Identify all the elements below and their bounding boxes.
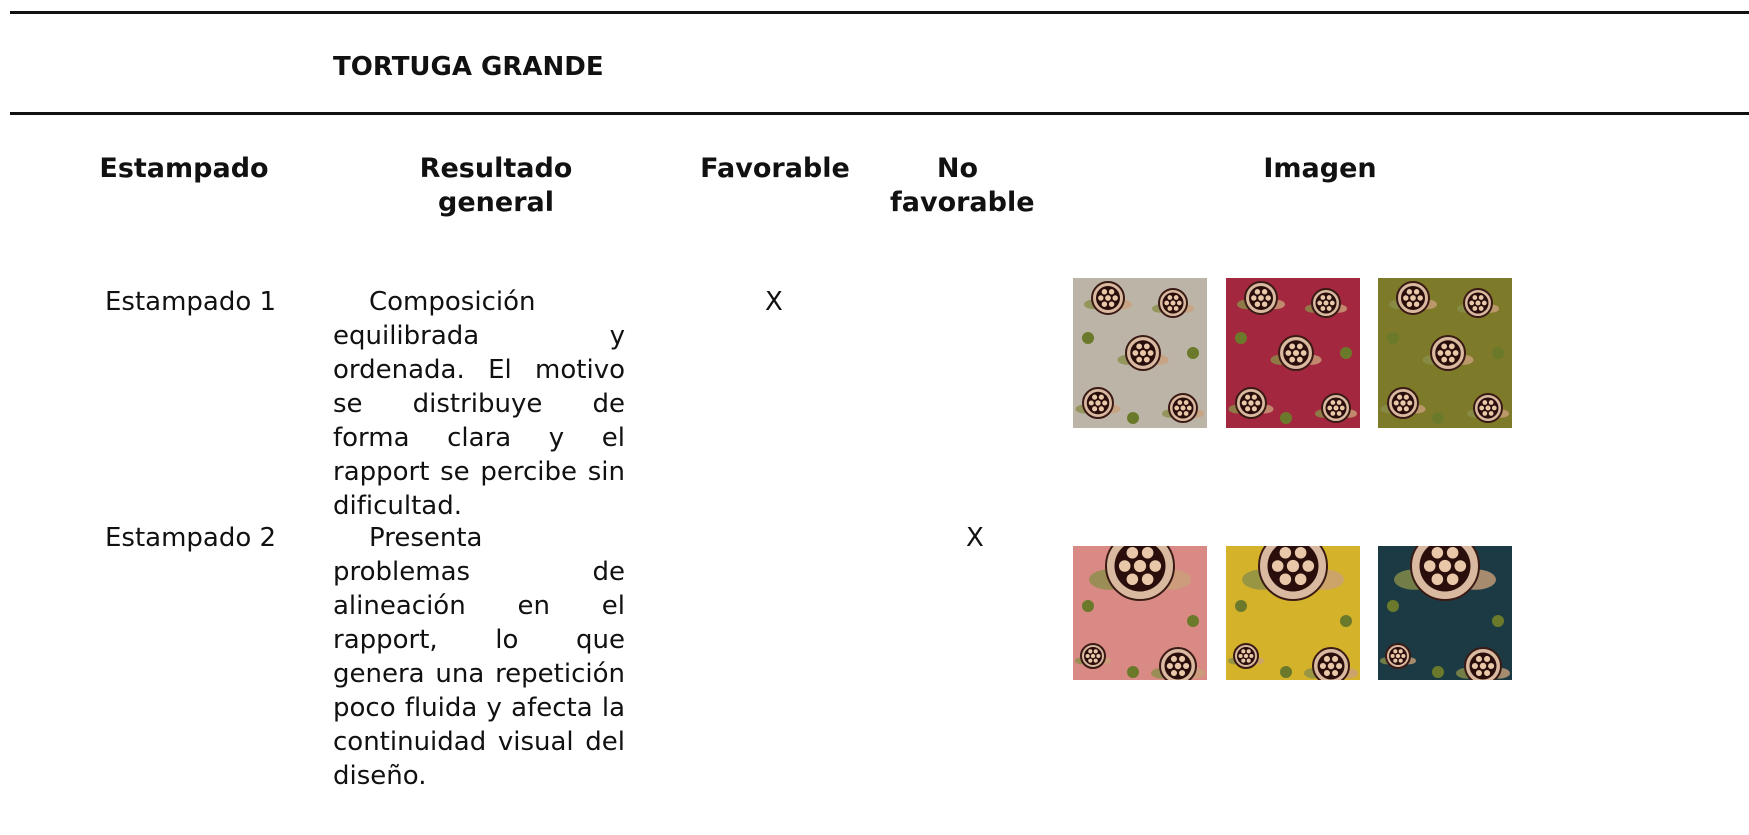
column-header: Resultado general: [419, 153, 573, 218]
pattern-image: [1073, 546, 1207, 680]
column-header: No favorable: [890, 153, 1035, 218]
column-header: Imagen: [1263, 153, 1377, 184]
no-favorable-mark: X: [966, 523, 984, 553]
pattern-image: [1226, 546, 1360, 680]
column-header: Favorable: [700, 153, 850, 184]
row-label: Estampado 1: [105, 287, 277, 317]
top-rule: [10, 11, 1749, 14]
table-title: TORTUGA GRANDE: [333, 52, 604, 82]
column-header: Estampado: [99, 153, 269, 184]
pattern-image: [1378, 546, 1512, 680]
pattern-image: [1226, 278, 1360, 428]
result-text: Composición equilibrada y ordenada. El m…: [333, 287, 625, 521]
favorable-mark: X: [765, 287, 783, 317]
pattern-image: [1378, 278, 1512, 428]
header-rule: [10, 112, 1749, 115]
result-text: Presenta problemas de alineación en el r…: [333, 523, 625, 791]
row-label: Estampado 2: [105, 523, 277, 553]
pattern-image: [1073, 278, 1207, 428]
